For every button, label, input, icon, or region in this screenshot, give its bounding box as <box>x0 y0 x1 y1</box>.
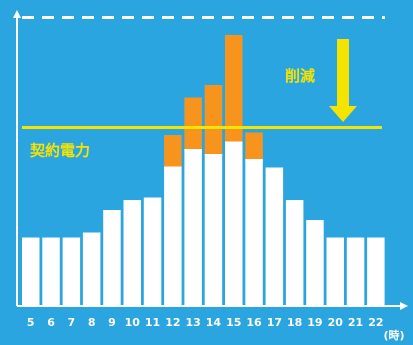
bar-base-13 <box>184 150 202 305</box>
bar-base-16 <box>245 160 263 305</box>
bar-excess-12 <box>164 135 182 168</box>
reduction-arrow-icon <box>329 39 357 122</box>
bar-base-18 <box>285 200 304 305</box>
x-tick-label: 15 <box>226 316 241 329</box>
bar-base-12 <box>164 167 182 305</box>
x-tick-label: 7 <box>68 316 76 329</box>
x-tick-label: 10 <box>125 316 141 329</box>
x-tick-label: 9 <box>108 316 116 329</box>
bar-base-cap-15 <box>225 141 243 144</box>
bar-excess-16 <box>245 132 263 160</box>
bar-base-17 <box>265 167 284 305</box>
bar-base-cap-13 <box>184 149 202 151</box>
bar-base-cap-14 <box>204 154 223 156</box>
bar-base-5 <box>22 237 40 305</box>
x-tick-label: 21 <box>348 316 363 329</box>
reference-lines-group: 契約電力 <box>22 16 385 160</box>
x-tick-labels: 5 6 7 8 9 10 11 12 13 14 15 16 17 18 19 20 21 22 <box>27 316 384 329</box>
x-tick-label: 13 <box>185 316 200 329</box>
x-tick-label: 20 <box>328 316 344 329</box>
bar-base-8 <box>82 232 101 305</box>
x-tick-label: 5 <box>27 316 35 329</box>
bar-base-6 <box>42 237 60 305</box>
annotations-group: 削減 <box>285 39 357 122</box>
bar-base-20 <box>326 237 344 305</box>
x-tick-label: 8 <box>88 316 96 329</box>
bar-base-19 <box>306 220 324 305</box>
bar-base-21 <box>346 237 365 305</box>
bar-base-cap-16 <box>245 159 263 161</box>
bar-excess-15 <box>225 35 243 143</box>
x-tick-label: 14 <box>206 316 222 329</box>
x-axis-unit: (時) <box>383 328 404 342</box>
bars-group <box>22 35 385 305</box>
x-tick-label: 17 <box>267 316 282 329</box>
bar-base-22 <box>367 237 385 305</box>
bar-base-14 <box>204 155 223 305</box>
x-tick-label: 12 <box>165 316 180 329</box>
bar-base-7 <box>62 237 81 305</box>
x-tick-label: 18 <box>287 316 302 329</box>
bar-excess-13 <box>184 97 202 150</box>
bar-base-11 <box>143 197 162 305</box>
x-tick-label: 19 <box>307 316 322 329</box>
bar-base-10 <box>123 200 141 305</box>
contract-power-label: 契約電力 <box>29 142 90 160</box>
x-tick-label: 6 <box>47 316 55 329</box>
x-tick-label: 22 <box>368 316 383 329</box>
bar-base-15 <box>225 142 243 305</box>
bar-base-9 <box>103 210 121 305</box>
x-tick-label: 16 <box>246 316 262 329</box>
x-tick-label: 11 <box>145 316 160 329</box>
bar-base-cap-12 <box>164 166 182 169</box>
reduction-label: 削減 <box>285 67 315 85</box>
bar-excess-14 <box>204 85 223 155</box>
